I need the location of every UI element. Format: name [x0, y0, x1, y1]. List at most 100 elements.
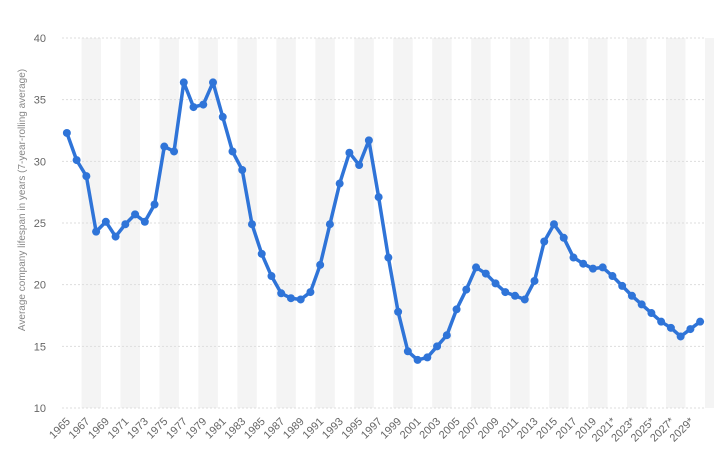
x-tick-label: 1991 — [300, 416, 326, 442]
point — [413, 355, 422, 364]
x-tick-label: 1997 — [359, 416, 385, 442]
x-tick-label: 2015 — [534, 416, 560, 442]
point — [325, 220, 334, 229]
point — [598, 263, 607, 272]
point — [170, 147, 179, 156]
point — [257, 249, 266, 258]
point — [306, 288, 315, 297]
point — [364, 136, 373, 145]
point — [481, 269, 490, 278]
x-tick-label: 1983 — [223, 416, 249, 442]
x-tick-label: 2009 — [476, 416, 502, 442]
x-tick-label: 1993 — [320, 416, 346, 442]
point — [218, 112, 227, 121]
point — [355, 161, 364, 170]
point — [82, 172, 91, 181]
point — [62, 128, 71, 137]
point — [403, 347, 412, 356]
point — [462, 285, 471, 294]
stripe — [627, 38, 647, 408]
stripe — [198, 38, 218, 408]
y-tick-label: 25 — [34, 218, 46, 230]
y-tick-label: 40 — [34, 33, 46, 45]
point — [72, 156, 81, 165]
point — [384, 253, 393, 262]
x-tick-label: 2007 — [456, 416, 482, 442]
point — [627, 291, 636, 300]
y-tick-label: 15 — [34, 341, 46, 353]
point — [277, 289, 286, 298]
point — [442, 331, 451, 340]
stripe — [315, 38, 335, 408]
point — [209, 78, 218, 87]
x-tick-label: 1979 — [184, 416, 210, 442]
point — [696, 317, 705, 326]
stripe — [354, 38, 374, 408]
point — [92, 227, 101, 236]
point — [140, 217, 149, 226]
x-tick-label: 1985 — [242, 416, 268, 442]
point — [588, 264, 597, 273]
point — [267, 272, 276, 281]
y-axis-title: Average company lifespan in years (7-yea… — [17, 69, 28, 331]
x-tick-label: 1975 — [145, 416, 171, 442]
x-tick-label: 1977 — [164, 416, 190, 442]
point — [540, 237, 549, 246]
x-tick-label: 2001 — [398, 416, 424, 442]
point — [160, 142, 169, 151]
x-tick-label: 1989 — [281, 416, 307, 442]
point — [520, 295, 529, 304]
point — [637, 300, 646, 309]
point — [179, 78, 188, 87]
point — [686, 325, 695, 334]
point — [121, 220, 130, 229]
point — [316, 260, 325, 269]
point — [491, 279, 500, 288]
x-tick-label: 2005 — [437, 416, 463, 442]
x-tick-label: 2011 — [496, 416, 521, 441]
x-tick-label: 1973 — [125, 416, 151, 442]
stripe — [159, 38, 179, 408]
x-tick-label: 1967 — [67, 416, 93, 442]
y-tick-label: 30 — [34, 156, 46, 168]
point — [101, 217, 110, 226]
y-tick-label: 35 — [34, 95, 46, 107]
x-tick-label: 2003 — [417, 416, 443, 442]
point — [247, 220, 256, 229]
x-tick-label: 1965 — [47, 416, 73, 442]
x-tick-label: 2013 — [515, 416, 541, 442]
x-tick-label: 1987 — [262, 416, 288, 442]
x-tick-label: 1969 — [86, 416, 112, 442]
point — [433, 342, 442, 351]
point — [345, 148, 354, 157]
point — [452, 305, 461, 314]
point — [608, 272, 617, 281]
point — [657, 317, 666, 326]
point — [472, 263, 481, 272]
point — [511, 291, 520, 300]
point — [676, 332, 685, 341]
point — [228, 147, 237, 156]
point — [189, 103, 198, 112]
point — [530, 276, 539, 285]
point — [335, 179, 344, 188]
point — [199, 100, 208, 109]
point — [549, 220, 558, 229]
point — [150, 200, 159, 209]
x-tick-label: 1995 — [339, 416, 365, 442]
point — [394, 307, 403, 316]
y-tick-label: 20 — [34, 280, 46, 292]
stripe — [471, 38, 491, 408]
x-tick-label: 1981 — [203, 416, 229, 442]
point — [238, 165, 247, 174]
point — [501, 288, 510, 297]
point — [423, 353, 432, 362]
stripe — [705, 38, 714, 408]
point — [131, 210, 140, 219]
point — [569, 253, 578, 262]
point — [559, 233, 568, 242]
x-tick-label: 2017 — [554, 416, 580, 442]
stripe — [432, 38, 452, 408]
stripe — [588, 38, 608, 408]
